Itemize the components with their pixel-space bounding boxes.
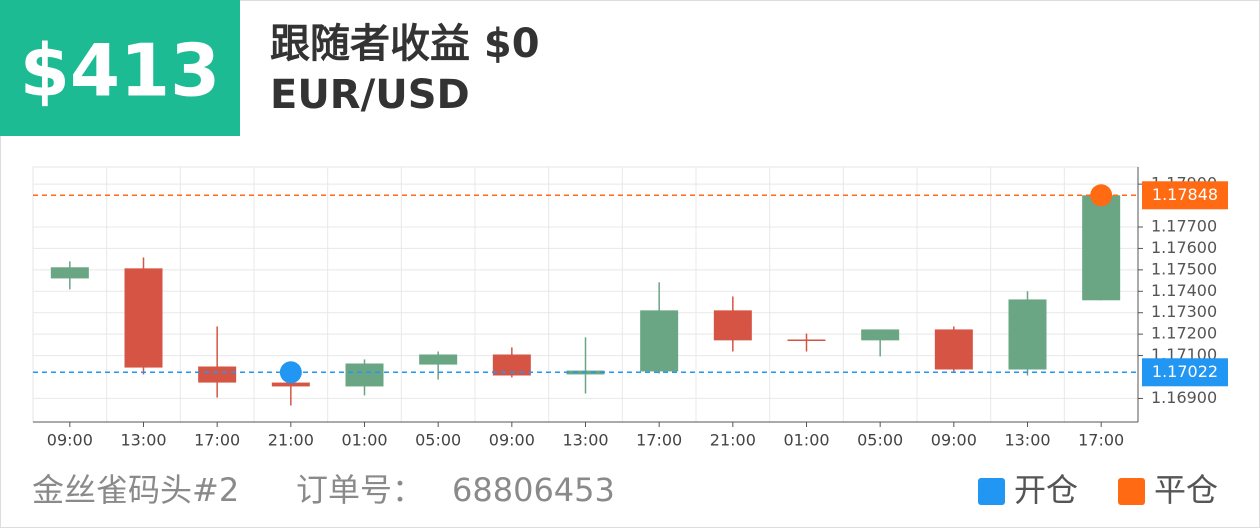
candle-body (861, 329, 900, 341)
y-tick-label: 1.16900 (1151, 388, 1217, 407)
candle-body (787, 339, 826, 341)
candle-body (1082, 195, 1121, 301)
x-tick-label: 13:00 (120, 431, 166, 450)
title: 跟随者收益 $0 (270, 21, 540, 67)
legend-label: 平仓 (1154, 471, 1218, 509)
x-tick-label: 13:00 (562, 431, 608, 450)
x-tick-label: 17:00 (194, 431, 240, 450)
y-tick-label: 1.17400 (1151, 281, 1217, 300)
y-tick-label: 1.17500 (1151, 259, 1217, 278)
reference-label-box (1142, 358, 1228, 387)
candle-body (271, 382, 310, 387)
order-number: 68806453 (452, 471, 615, 509)
candle-body (934, 329, 973, 370)
candle-body (1008, 299, 1047, 370)
reference-label: 1.17848 (1152, 185, 1218, 204)
reference-label: 1.17022 (1152, 362, 1218, 381)
candle-body (345, 363, 384, 387)
reference-label-box (1142, 181, 1228, 210)
candle-body (124, 268, 163, 368)
candle-body (713, 310, 752, 341)
legend-swatch (978, 478, 1005, 505)
candle-body (198, 366, 237, 383)
x-tick-label: 21:00 (268, 431, 314, 450)
x-tick-label: 01:00 (341, 431, 387, 450)
x-tick-label: 13:00 (1004, 431, 1050, 450)
amount: $413 (20, 29, 220, 113)
symbol: EUR/USD (270, 72, 470, 118)
candle-body (492, 354, 531, 376)
x-tick-label: 01:00 (783, 431, 829, 450)
trade-marker (279, 361, 302, 384)
candle-body (419, 354, 458, 365)
x-tick-label: 09:00 (47, 431, 93, 450)
order-label: 订单号： (296, 471, 424, 509)
y-tick-label: 1.17700 (1151, 217, 1217, 236)
account: 金丝雀码头#2 (32, 471, 239, 509)
x-tick-label: 17:00 (1078, 431, 1124, 450)
trade-marker (1090, 184, 1113, 207)
y-tick-label: 1.17200 (1151, 324, 1217, 343)
legend-swatch (1118, 478, 1145, 505)
y-tick-label: 1.17600 (1151, 238, 1217, 257)
amount-box (0, 0, 240, 136)
candle-body (640, 310, 679, 372)
legend-label: 开仓 (1014, 471, 1078, 509)
y-tick-label: 1.17300 (1151, 302, 1217, 321)
x-tick-label: 17:00 (636, 431, 682, 450)
x-tick-label: 09:00 (489, 431, 535, 450)
x-tick-label: 05:00 (415, 431, 461, 450)
x-tick-label: 21:00 (710, 431, 756, 450)
candle-body (50, 267, 89, 279)
x-tick-label: 09:00 (931, 431, 977, 450)
x-tick-label: 05:00 (857, 431, 903, 450)
